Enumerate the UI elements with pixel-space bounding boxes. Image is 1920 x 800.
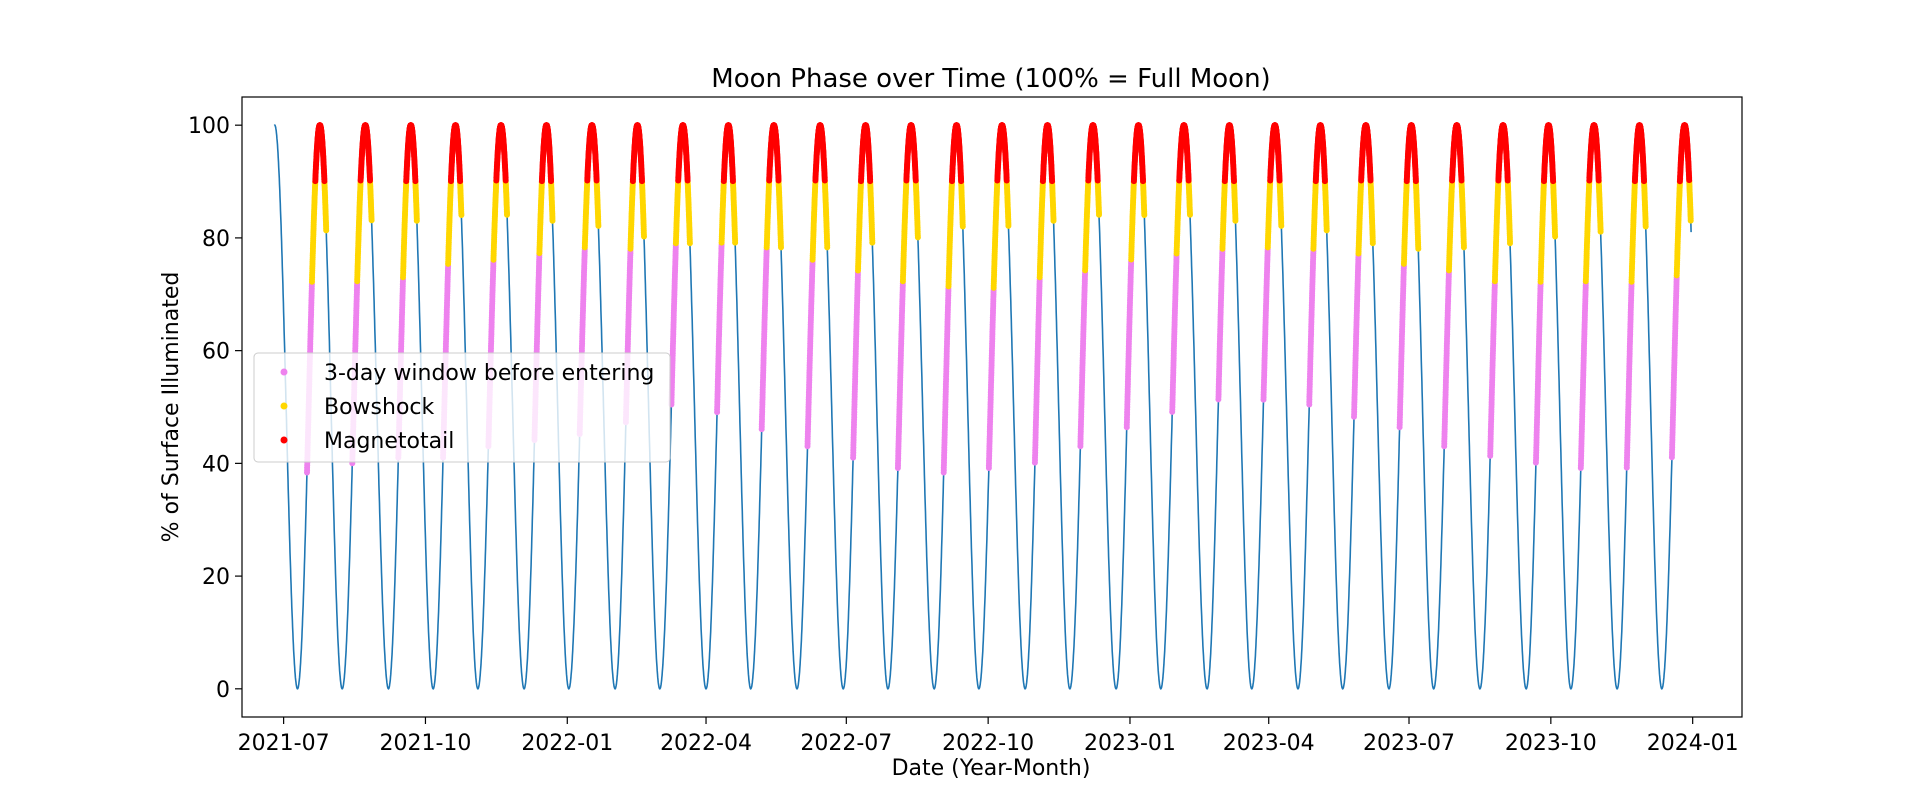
point-bowshock [1597,228,1604,235]
point-bowshock [824,244,831,251]
point-magnetotail [367,177,373,184]
point-bowshock [778,244,784,251]
point-bowshock [1187,211,1193,218]
point-bowshock [549,217,556,224]
point-bowshock [1552,233,1559,240]
point-bowshock [732,239,739,246]
chart-title: Moon Phase over Time (100% = Full Moon) [711,64,1270,94]
point-magnetotail [321,178,328,185]
point-bowshock [1369,240,1376,247]
point-bowshock [1507,240,1513,247]
point-bowshock [1415,245,1422,252]
point-bowshock [1460,244,1467,251]
point-bowshock [504,211,510,218]
point-bowshock [914,234,921,241]
point-bowshock [686,240,693,247]
point-bowshock [595,222,602,229]
point-bowshock [413,217,420,224]
point-bowshock [1687,217,1694,224]
point-bowshock [1232,217,1239,224]
point-bowshock [1642,223,1649,230]
point-bowshock [1278,222,1285,229]
point-bowshock [641,233,647,240]
plot-area [273,122,1694,690]
point-bowshock [1323,227,1330,234]
point-bowshock [1096,211,1102,218]
point-bowshock [959,223,966,230]
point-bowshock [368,217,375,224]
point-bowshock [1050,217,1057,224]
point-bowshock [1005,222,1012,229]
point-bowshock [323,227,330,234]
point-bowshock [458,212,465,218]
point-bowshock [1141,212,1148,218]
point-bowshock [869,239,876,246]
